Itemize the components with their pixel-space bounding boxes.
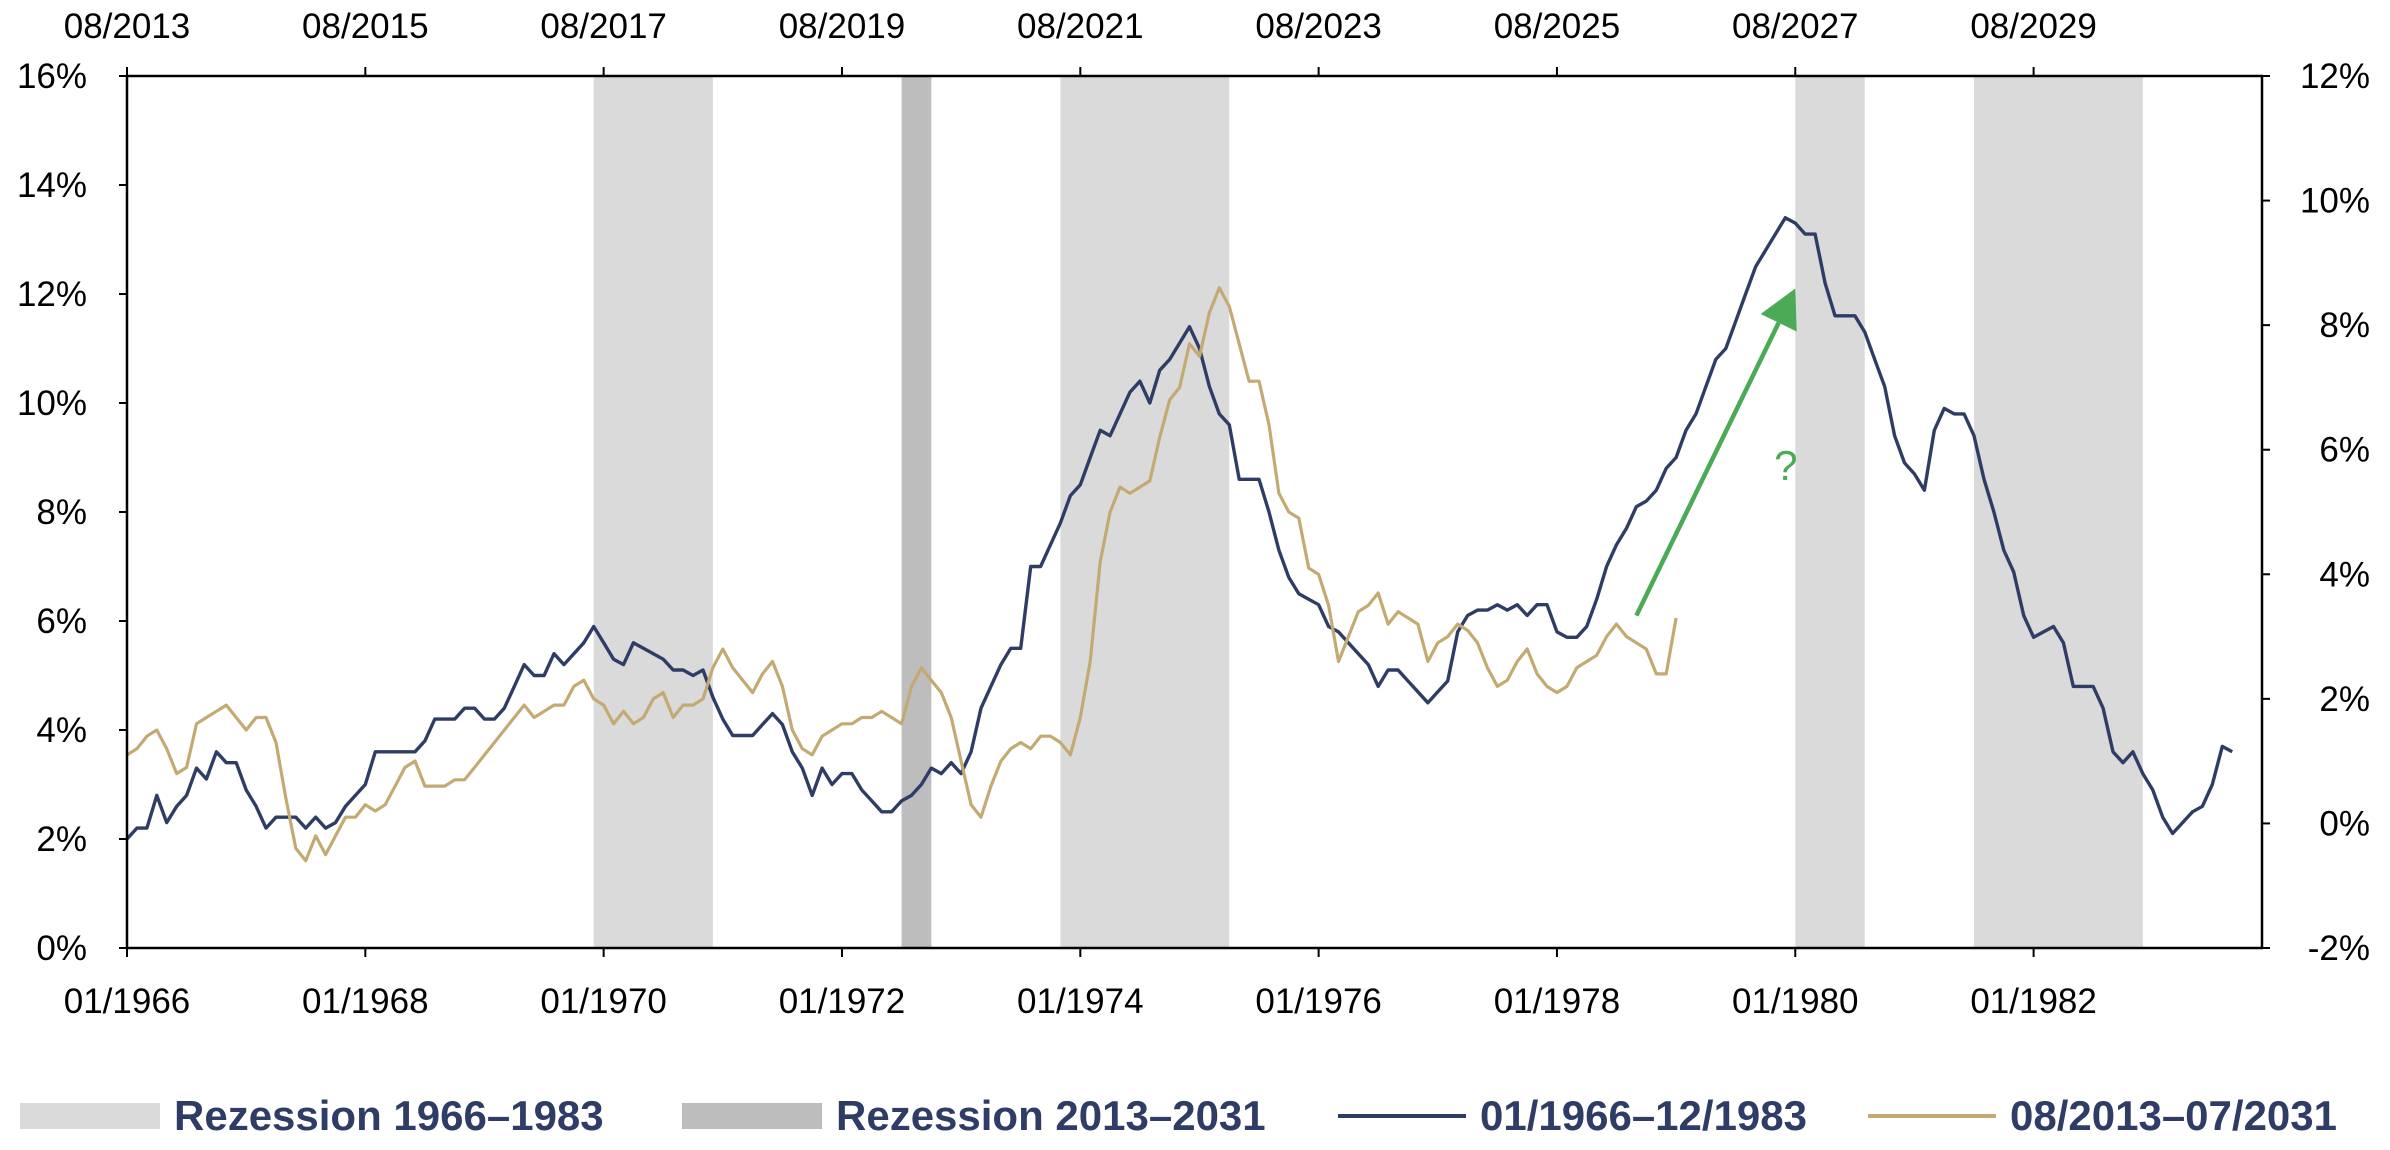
y-left-tick-label: 0% [36,929,87,968]
y-right-tick-label: 0% [2319,804,2370,843]
legend-swatch-series-1966 [1338,1113,1466,1118]
y-left-tick-label: 2% [36,820,87,859]
series-lines [125,215,2234,863]
y-left-tick-label: 14% [17,166,87,205]
y-left-tick-label: 12% [17,275,87,314]
legend-item-series-1966: 01/1966–12/1983 [1338,1088,1807,1143]
legend-label-recession-2013: Rezession 2013–2031 [836,1091,1266,1139]
y-left-tick-label: 8% [36,493,87,532]
legend-item-recession-1966: Rezession 1966–1983 [20,1088,604,1143]
annotation-question-mark: ? [1774,442,1797,489]
x-top-tick-label: 08/2021 [1017,7,1144,46]
x-bottom-tick-label: 01/1974 [1017,982,1144,1021]
y-left-tick-label: 4% [36,711,87,750]
x-bottom-tick-label: 01/1968 [302,982,429,1021]
recession-band-2013-0 [901,76,932,948]
x-top-tick-label: 08/2017 [540,7,667,46]
legend-label-series-2013: 08/2013–07/2031 [2010,1091,2337,1139]
x-top-tick-label: 08/2023 [1255,7,1382,46]
legend-swatch-series-2013 [1868,1113,1996,1118]
y-right-tick-label: 2% [2319,680,2370,719]
recession-band-1966-1 [1060,76,1230,948]
y-left-tick-label: 10% [17,384,87,423]
annotation: ? [1634,288,1798,617]
x-top-tick-label: 08/2025 [1494,7,1621,46]
recession-band-1966-2 [1795,76,1865,948]
annotation-arrow-head [1760,288,1797,332]
axes: 0% 2% 4% 6% 8% 10% 12% 14% 16% -2% 0% 2% 4% 6% 8% 10% 12… [17,7,2370,1021]
y-right-tick-label: -2% [2308,929,2370,968]
y-right-tick-label: 12% [2300,57,2370,96]
x-bottom-tick-label: 01/1978 [1494,982,1621,1021]
x-bottom-tick-label: 01/1972 [779,982,906,1021]
legend-label-recession-1966: Rezession 1966–1983 [174,1091,604,1139]
legend-swatch-recession-2013 [682,1102,822,1129]
legend-item-recession-2013: Rezession 2013–2031 [682,1088,1266,1143]
x-top-tick-label: 08/2029 [1970,7,2097,46]
x-top-tick-label: 08/2027 [1732,7,1859,46]
y-left-tick-label: 16% [17,57,87,96]
recession-band-1966-0 [593,76,713,948]
x-bottom-tick-label: 01/1970 [540,982,667,1021]
legend-item-series-2013: 08/2013–07/2031 [1868,1088,2337,1143]
y-right-tick-label: 4% [2319,555,2370,594]
x-bottom-tick-label: 01/1980 [1732,982,1859,1021]
x-bottom-tick-label: 01/1982 [1970,982,2097,1021]
recession-band-1966-3 [1974,76,2143,948]
x-top-tick-label: 08/2013 [64,7,191,46]
x-bottom-tick-label: 01/1976 [1255,982,1382,1021]
legend: Rezession 1966–1983 Rezession 2013–2031 … [0,1088,2390,1143]
legend-label-series-1966: 01/1966–12/1983 [1480,1091,1807,1139]
x-top-tick-label: 08/2019 [779,7,906,46]
x-bottom-tick-label: 01/1966 [64,982,191,1021]
y-right-tick-label: 8% [2319,306,2370,345]
y-right-tick-label: 10% [2300,182,2370,221]
annotation-arrow-line [1634,321,1781,617]
series-line-2013 [126,286,1678,863]
x-top-tick-label: 08/2015 [302,7,429,46]
inflation-comparison-chart: ? 0% 2% 4% 6% 8% 10% 12% 14% 16% -2% 0% 2% 4% 6% 8% 10%… [17,7,2370,1021]
recession-bands [593,76,2143,948]
y-left-tick-label: 6% [36,602,87,641]
legend-swatch-recession-1966 [20,1102,160,1129]
y-right-tick-label: 6% [2319,431,2370,470]
series-line-1966 [125,215,2234,841]
